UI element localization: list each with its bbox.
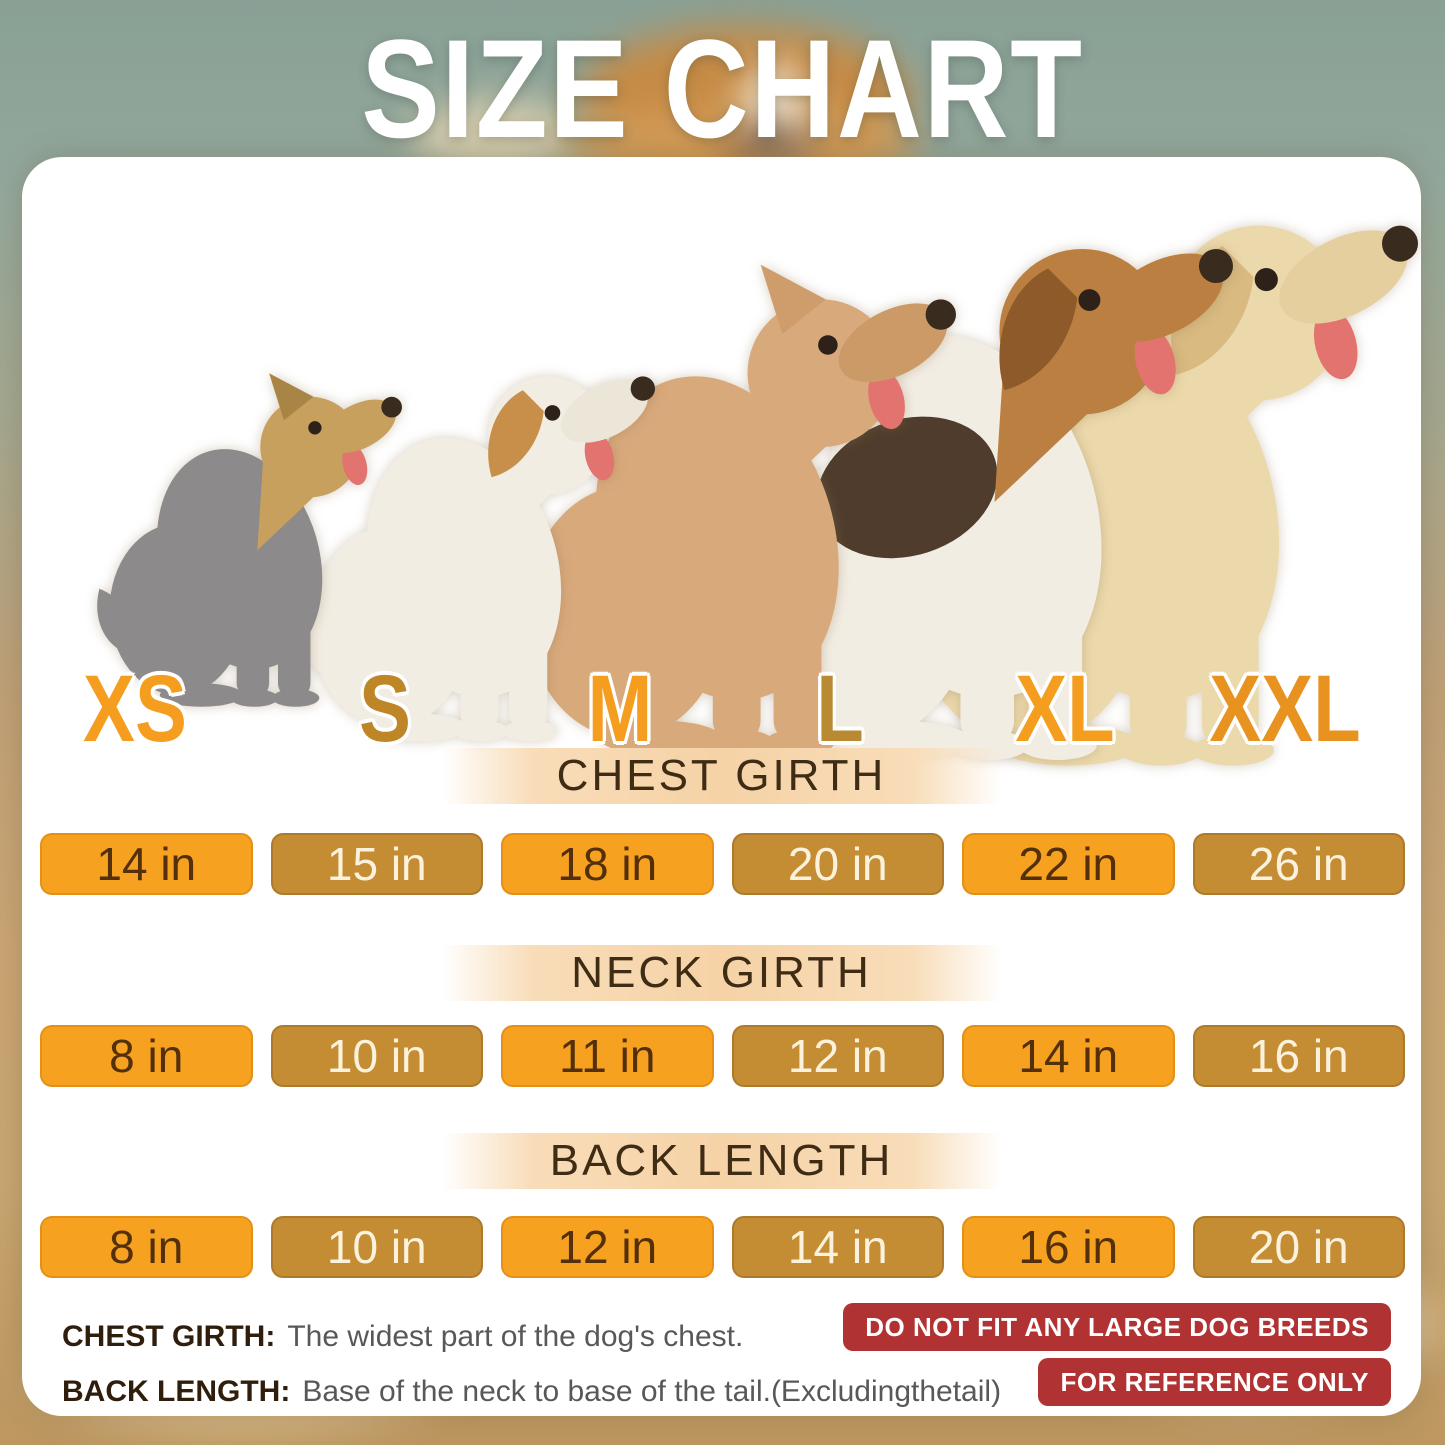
section-header-neck-girth: NECK GIRTH (441, 945, 1002, 1001)
neck-girth-value-l: 12 in (731, 1025, 944, 1087)
warning-badge-no-large-breeds: DO NOT FIT ANY LARGE DOG BREEDS (843, 1303, 1391, 1351)
dog-illustration-yorkshire-terrier-xs (92, 370, 402, 710)
neck-girth-value-xs: 8 in (40, 1025, 253, 1087)
neck-girth-value-s: 10 in (270, 1025, 483, 1087)
size-label-m: M (587, 656, 653, 762)
neck-girth-value-m: 11 in (501, 1025, 714, 1087)
back-length-value-s: 10 in (270, 1216, 483, 1278)
dog-illustration-french-bulldog-m (500, 260, 956, 760)
size-label-s: S (359, 656, 411, 762)
footnote-text: The widest part of the dog's chest. (287, 1320, 744, 1353)
back-length-row: 8 in 10 in 12 in 14 in 16 in 20 in (40, 1216, 1405, 1278)
section-header-back-length: BACK LENGTH (441, 1133, 1002, 1189)
chest-girth-value-xs: 14 in (40, 833, 253, 895)
footnote-text: Base of the neck to base of the tail.(Ex… (302, 1375, 1002, 1408)
warning-badge-reference-only: FOR REFERENCE ONLY (1038, 1358, 1391, 1406)
chest-girth-value-l: 20 in (731, 833, 944, 895)
section-header-chest-girth: CHEST GIRTH (441, 748, 1002, 804)
chest-girth-value-xl: 22 in (962, 833, 1175, 895)
size-label-l: L (816, 656, 864, 762)
back-length-value-xs: 8 in (40, 1216, 253, 1278)
neck-girth-value-xxl: 16 in (1192, 1025, 1405, 1087)
size-chart-card: XS S M L XL XXL CHEST GIRTH 14 in 15 in … (22, 157, 1421, 1416)
footnote-label: BACK LENGTH: (62, 1375, 291, 1408)
footnote-back-length: BACK LENGTH: Base of the neck to base of … (62, 1375, 1001, 1409)
chest-girth-value-m: 18 in (501, 833, 714, 895)
chest-girth-value-xxl: 26 in (1192, 833, 1405, 895)
back-length-value-xl: 16 in (962, 1216, 1175, 1278)
neck-girth-row: 8 in 10 in 11 in 12 in 14 in 16 in (40, 1025, 1405, 1087)
back-length-value-xxl: 20 in (1192, 1216, 1405, 1278)
chest-girth-value-s: 15 in (270, 833, 483, 895)
dog-illustration-jack-russell-s (290, 345, 655, 745)
footnote-chest-girth: CHEST GIRTH: The widest part of the dog's… (62, 1320, 743, 1354)
back-length-value-m: 12 in (501, 1216, 714, 1278)
chest-girth-row: 14 in 15 in 18 in 20 in 22 in 26 in (40, 833, 1405, 895)
size-label-xl: XL (1015, 656, 1115, 762)
back-length-value-l: 14 in (731, 1216, 944, 1278)
size-label-xs: XS (83, 656, 187, 762)
footnote-label: CHEST GIRTH: (62, 1320, 276, 1353)
neck-girth-value-xl: 14 in (962, 1025, 1175, 1087)
size-label-xxl: XXL (1209, 656, 1361, 762)
page-title: SIZE CHART (361, 10, 1084, 167)
